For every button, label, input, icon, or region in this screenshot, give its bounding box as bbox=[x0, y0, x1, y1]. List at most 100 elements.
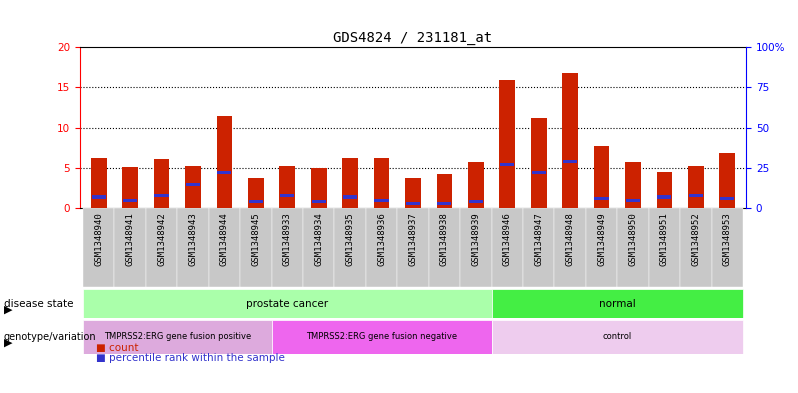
Bar bbox=[405, 178, 421, 208]
Bar bbox=[310, 168, 326, 208]
Bar bbox=[468, 200, 483, 204]
Bar bbox=[721, 197, 734, 200]
Bar bbox=[594, 146, 610, 208]
Bar bbox=[492, 289, 743, 318]
Bar bbox=[122, 167, 138, 208]
Bar bbox=[92, 195, 105, 198]
Text: GSM1348950: GSM1348950 bbox=[629, 212, 638, 266]
Bar bbox=[240, 208, 271, 287]
Bar bbox=[406, 202, 420, 205]
Bar bbox=[720, 153, 735, 208]
Bar bbox=[91, 158, 106, 208]
Bar bbox=[83, 208, 114, 287]
Bar bbox=[468, 162, 484, 208]
Text: GSM1348935: GSM1348935 bbox=[346, 212, 354, 266]
Bar bbox=[146, 208, 177, 287]
Text: TMPRSS2:ERG gene fusion positive: TMPRSS2:ERG gene fusion positive bbox=[104, 332, 251, 342]
Bar bbox=[658, 195, 671, 198]
Bar bbox=[618, 208, 649, 287]
Bar bbox=[492, 208, 523, 287]
Bar bbox=[208, 208, 240, 287]
Text: ▶: ▶ bbox=[4, 305, 13, 314]
Bar bbox=[586, 208, 618, 287]
Text: GSM1348946: GSM1348946 bbox=[503, 212, 512, 266]
Bar bbox=[303, 208, 334, 287]
Bar bbox=[429, 208, 460, 287]
Bar bbox=[500, 163, 515, 166]
Bar bbox=[626, 198, 640, 202]
Bar bbox=[279, 165, 295, 208]
Text: GSM1348943: GSM1348943 bbox=[188, 212, 197, 266]
Text: genotype/variation: genotype/variation bbox=[4, 332, 97, 342]
Bar bbox=[186, 182, 200, 186]
Bar bbox=[523, 208, 555, 287]
Bar bbox=[216, 116, 232, 208]
Bar bbox=[343, 195, 358, 198]
Text: GSM1348936: GSM1348936 bbox=[377, 212, 386, 266]
Bar bbox=[114, 208, 146, 287]
Text: GSM1348940: GSM1348940 bbox=[94, 212, 103, 266]
Bar bbox=[248, 178, 263, 208]
Text: GSM1348933: GSM1348933 bbox=[282, 212, 292, 266]
Bar bbox=[374, 198, 389, 202]
Bar bbox=[271, 320, 492, 354]
Bar bbox=[500, 80, 516, 208]
Text: GSM1348934: GSM1348934 bbox=[314, 212, 323, 266]
Bar bbox=[657, 172, 672, 208]
Text: normal: normal bbox=[598, 299, 636, 309]
Bar bbox=[217, 171, 231, 174]
Bar bbox=[249, 200, 263, 204]
Bar bbox=[595, 197, 609, 200]
Bar bbox=[311, 200, 326, 204]
Text: GSM1348949: GSM1348949 bbox=[597, 212, 606, 266]
Bar bbox=[531, 118, 547, 208]
Bar bbox=[83, 289, 492, 318]
Text: GSM1348941: GSM1348941 bbox=[125, 212, 135, 266]
Bar bbox=[280, 194, 294, 197]
Text: ■ count: ■ count bbox=[96, 343, 138, 353]
Bar bbox=[563, 73, 578, 208]
Bar bbox=[688, 165, 704, 208]
Bar bbox=[460, 208, 492, 287]
Bar bbox=[373, 158, 389, 208]
Bar bbox=[625, 162, 641, 208]
Bar bbox=[177, 208, 208, 287]
Text: ▶: ▶ bbox=[4, 338, 13, 348]
Bar bbox=[271, 208, 303, 287]
Bar bbox=[397, 208, 429, 287]
Text: prostate cancer: prostate cancer bbox=[246, 299, 328, 309]
Bar bbox=[123, 198, 137, 202]
Text: GSM1348945: GSM1348945 bbox=[251, 212, 260, 266]
Bar bbox=[531, 171, 546, 174]
Bar bbox=[689, 194, 703, 197]
Bar bbox=[437, 174, 452, 208]
Bar bbox=[342, 158, 358, 208]
Bar bbox=[712, 208, 743, 287]
Text: GSM1348953: GSM1348953 bbox=[723, 212, 732, 266]
Text: GSM1348938: GSM1348938 bbox=[440, 212, 449, 266]
Text: disease state: disease state bbox=[4, 299, 73, 309]
Bar bbox=[555, 208, 586, 287]
Text: GSM1348948: GSM1348948 bbox=[566, 212, 575, 266]
Text: control: control bbox=[602, 332, 632, 342]
Bar bbox=[365, 208, 397, 287]
Bar bbox=[185, 166, 201, 208]
Bar bbox=[680, 208, 712, 287]
Text: GSM1348939: GSM1348939 bbox=[472, 212, 480, 266]
Text: GSM1348937: GSM1348937 bbox=[409, 212, 417, 266]
Title: GDS4824 / 231181_at: GDS4824 / 231181_at bbox=[334, 31, 492, 45]
Text: GSM1348944: GSM1348944 bbox=[220, 212, 229, 266]
Text: GSM1348952: GSM1348952 bbox=[691, 212, 701, 266]
Bar bbox=[154, 159, 169, 208]
Bar bbox=[437, 202, 452, 205]
Bar bbox=[155, 194, 168, 197]
Text: ■ percentile rank within the sample: ■ percentile rank within the sample bbox=[96, 353, 285, 363]
Bar bbox=[83, 320, 271, 354]
Bar bbox=[492, 320, 743, 354]
Text: GSM1348951: GSM1348951 bbox=[660, 212, 669, 266]
Text: GSM1348942: GSM1348942 bbox=[157, 212, 166, 266]
Text: TMPRSS2:ERG gene fusion negative: TMPRSS2:ERG gene fusion negative bbox=[306, 332, 457, 342]
Text: GSM1348947: GSM1348947 bbox=[534, 212, 543, 266]
Bar bbox=[649, 208, 680, 287]
Bar bbox=[334, 208, 365, 287]
